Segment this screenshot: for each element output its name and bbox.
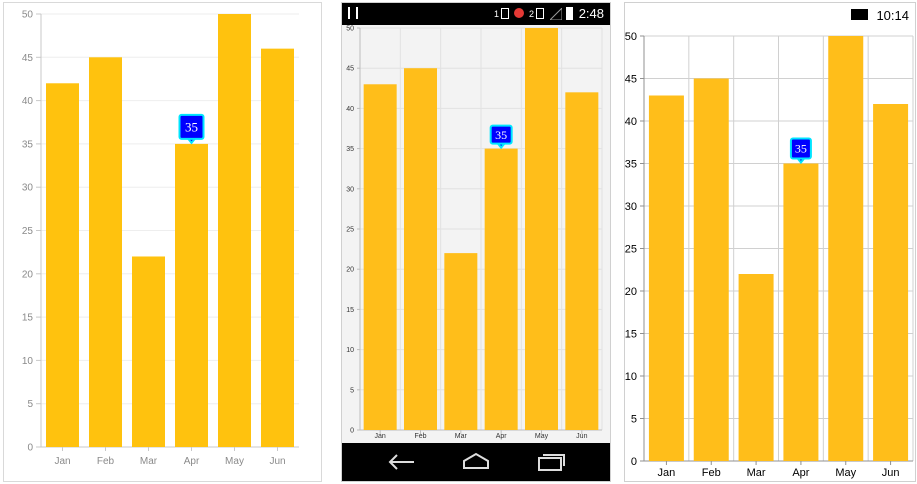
x-tick-label: Mar — [455, 433, 468, 440]
x-tick-label: Apr — [792, 467, 809, 479]
y-tick-label: 15 — [625, 328, 637, 340]
y-tick-label: 5 — [350, 387, 354, 394]
x-tick-label: Jan — [658, 467, 676, 479]
y-tick-label: 20 — [346, 267, 354, 274]
bar-apr — [783, 163, 819, 461]
bar-chart-android: 0 5 10 15 20 25 30 35 40 45 50 Jan Feb Mar Apr May Jun 35 — [346, 25, 603, 440]
status-time: 10:14 — [876, 8, 909, 23]
y-tick-label: 15 — [22, 313, 34, 324]
bar-feb — [693, 78, 729, 461]
bar-may — [828, 36, 864, 461]
y-tick-label: 30 — [346, 186, 354, 193]
x-tick-label: Feb — [97, 456, 115, 467]
y-tick-label: 5 — [631, 413, 637, 425]
y-tick-label: 40 — [346, 106, 354, 113]
bar-chart-windows: 0 5 10 15 20 25 30 35 40 45 50 Jan Feb Mar Apr May Jun 35 — [625, 31, 914, 479]
x-tick-label: May — [225, 456, 244, 467]
y-tick-label: 35 — [22, 139, 34, 150]
y-tick-label: 25 — [346, 226, 354, 233]
x-tick-label: May — [535, 433, 549, 440]
y-tick-label: 45 — [22, 53, 34, 64]
network-icon — [514, 8, 524, 18]
bar-mar — [132, 256, 165, 447]
signal-icon — [550, 8, 562, 20]
y-tick-label: 30 — [22, 183, 34, 194]
y-tick-label: 0 — [350, 427, 354, 434]
sim-icon — [501, 8, 509, 19]
y-tick-label: 35 — [625, 158, 637, 170]
chart-panel-left: 0 5 10 15 20 25 30 35 40 45 50 Jan Feb Mar Apr May Jun 35 — [3, 2, 322, 482]
y-tick-label: 5 — [27, 399, 33, 410]
tooltip-box — [489, 124, 513, 145]
x-tick-label: Apr — [496, 433, 508, 440]
back-icon[interactable] — [387, 452, 417, 472]
x-tick-label: Jan — [375, 433, 386, 440]
chart-panel-android: 0 5 10 15 20 25 30 35 40 45 50 Jan Feb Mar Apr May Jun 35… — [341, 2, 611, 482]
home-icon[interactable] — [461, 452, 491, 472]
bar-jan — [648, 95, 684, 461]
menu-icon — [348, 7, 358, 19]
x-tick-label: Jan — [54, 456, 70, 467]
bar-may — [525, 28, 558, 430]
y-tick-label: 15 — [346, 307, 354, 314]
recents-icon[interactable] — [536, 452, 566, 472]
tooltip-box — [178, 113, 205, 140]
bar-apr — [484, 148, 518, 430]
tooltip-label: 35 — [495, 128, 507, 142]
x-tick-label: Feb — [702, 467, 721, 479]
bar-apr — [175, 143, 208, 447]
y-tick-label: 20 — [625, 286, 637, 298]
y-tick-label: 10 — [346, 347, 354, 354]
sim-icon — [536, 8, 544, 19]
y-tick-label: 10 — [22, 356, 34, 367]
y-tick-label: 20 — [22, 269, 34, 280]
y-tick-label: 30 — [625, 201, 637, 213]
chart-panel-windows: 0 5 10 15 20 25 30 35 40 45 50 Jan Feb Mar Apr May Jun 35… — [624, 2, 916, 482]
bar-mar — [444, 253, 478, 430]
bar-jun — [565, 92, 599, 430]
y-tick-label: 50 — [625, 31, 637, 43]
android-status-bar: 1 2 2:48 — [342, 3, 610, 25]
sim-label-1: 1 — [494, 9, 500, 19]
y-tick-label: 50 — [346, 25, 354, 32]
x-tick-label: May — [835, 467, 856, 479]
tooltip-box — [789, 137, 812, 160]
android-nav-bar — [342, 443, 610, 481]
y-tick-label: 40 — [22, 96, 34, 107]
bar-jan — [363, 84, 397, 430]
bar-jan — [46, 83, 79, 447]
status-time: 2:48 — [578, 6, 604, 21]
bar-may — [218, 14, 251, 447]
windows-status-bar: 10:14 — [625, 3, 915, 27]
bar-mar — [738, 274, 774, 461]
x-tick-label: Jun — [882, 467, 900, 479]
y-tick-label: 25 — [625, 243, 637, 255]
x-tick-label: Apr — [184, 456, 200, 467]
y-tick-label: 0 — [27, 443, 33, 454]
battery-charging-icon — [851, 9, 868, 20]
x-tick-label: Feb — [414, 433, 426, 440]
bar-jun — [261, 48, 294, 447]
x-tick-label: Jun — [269, 456, 285, 467]
y-tick-label: 35 — [346, 146, 354, 153]
y-tick-label: 0 — [631, 456, 637, 468]
battery-icon — [566, 7, 573, 20]
sim-label-2: 2 — [529, 9, 535, 19]
x-tick-label: Mar — [140, 456, 158, 467]
y-tick-label: 10 — [625, 371, 637, 383]
y-tick-label: 40 — [625, 116, 637, 128]
y-tick-label: 25 — [22, 226, 34, 237]
tooltip-label: 35 — [185, 119, 198, 134]
bar-jun — [873, 104, 909, 461]
bar-feb — [89, 57, 122, 448]
y-tick-label: 50 — [22, 10, 34, 21]
tooltip-label: 35 — [795, 142, 807, 156]
y-tick-label: 45 — [625, 73, 637, 85]
x-tick-label: Mar — [747, 467, 766, 479]
bar-feb — [404, 68, 437, 430]
bar-chart-left: 0 5 10 15 20 25 30 35 40 45 50 Jan Feb Mar Apr May Jun 35 — [22, 10, 299, 467]
x-tick-label: Jun — [576, 433, 587, 440]
y-tick-label: 45 — [346, 66, 354, 73]
